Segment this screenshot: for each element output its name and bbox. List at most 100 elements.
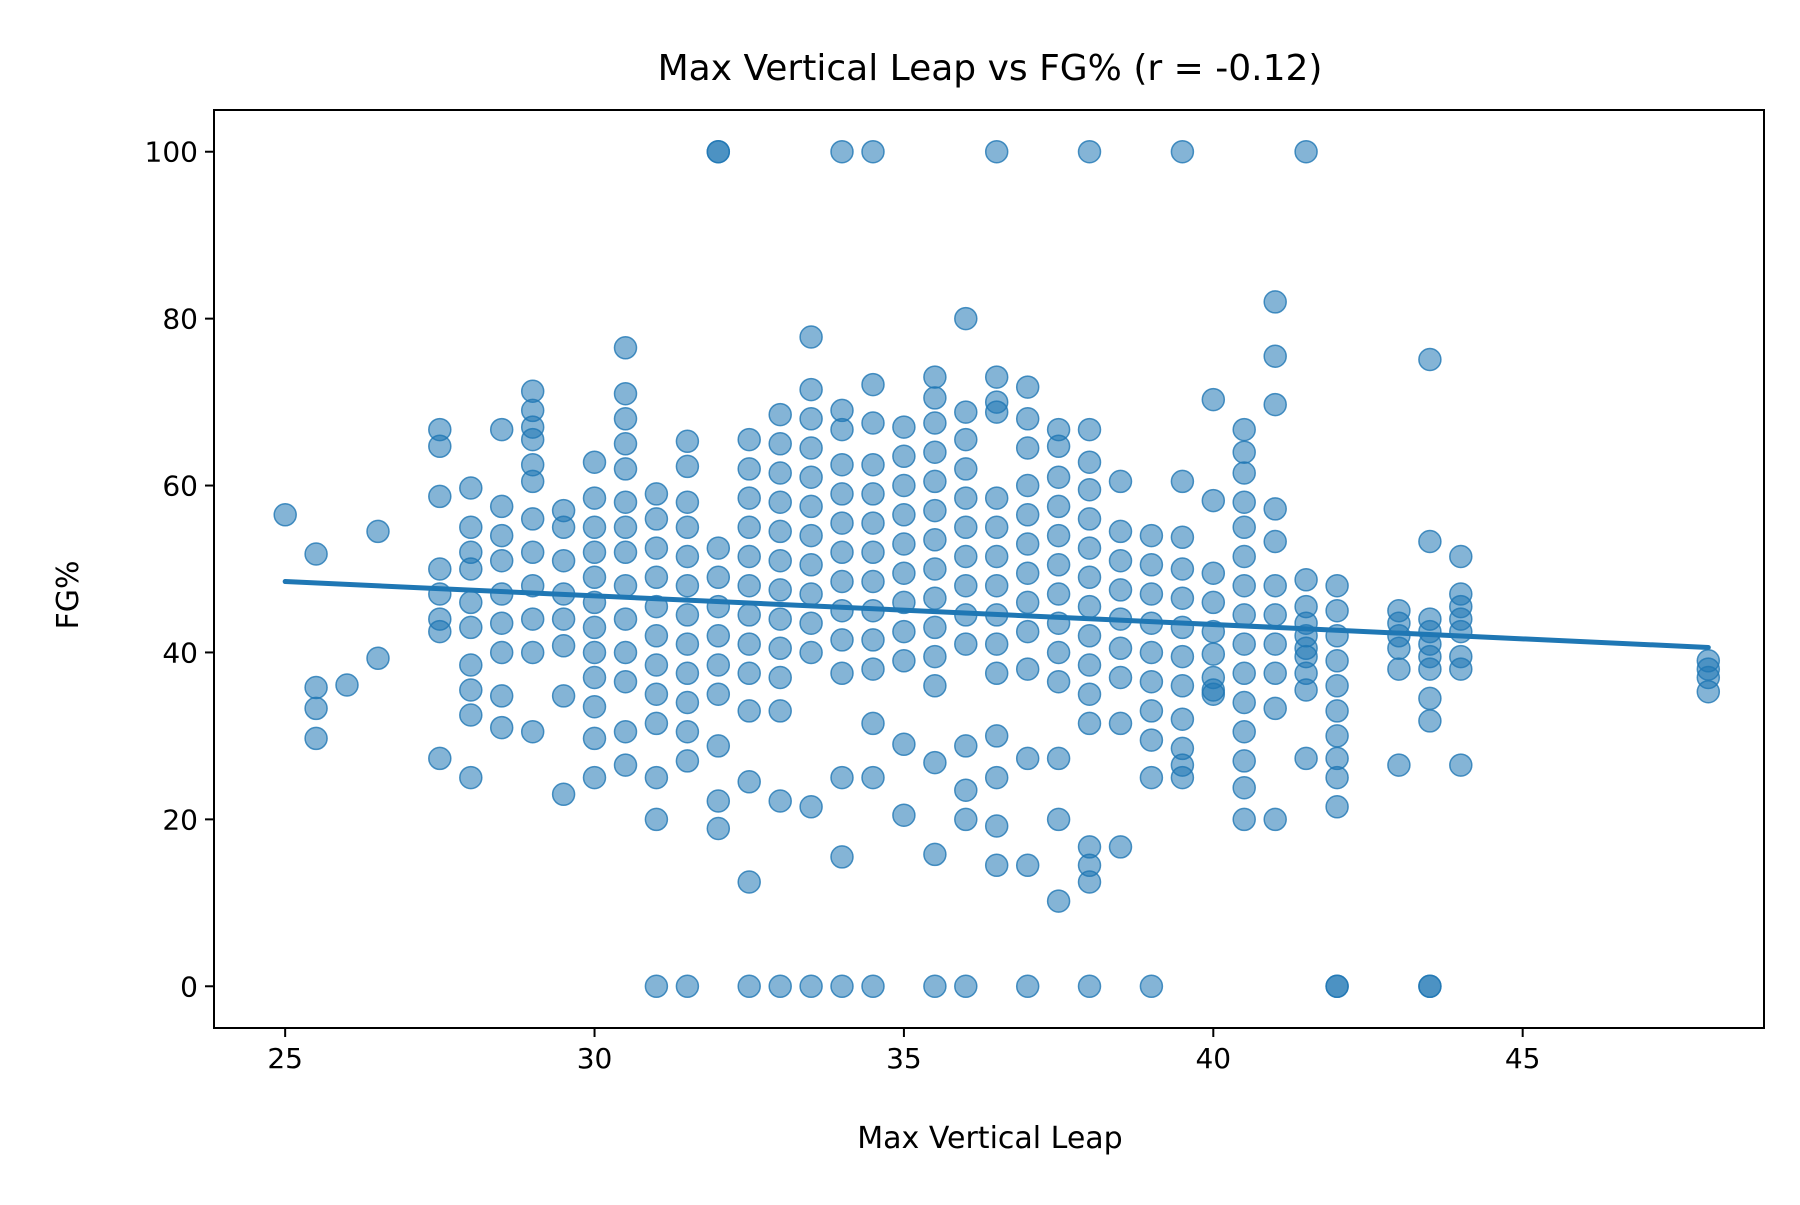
data-point	[1418, 686, 1442, 711]
data-point	[644, 565, 669, 590]
data-point	[1139, 553, 1164, 577]
data-point	[1263, 529, 1287, 554]
data-point	[1108, 835, 1133, 859]
data-point	[582, 565, 607, 590]
data-point	[1077, 477, 1102, 502]
x-tick-label: 30	[577, 1042, 613, 1075]
data-point	[582, 665, 607, 690]
data-point	[1139, 640, 1164, 665]
data-point	[1325, 674, 1349, 698]
data-point	[892, 444, 916, 469]
data-point	[923, 440, 947, 464]
data-point	[1232, 603, 1256, 627]
data-point	[954, 734, 978, 758]
data-point	[1232, 440, 1256, 464]
data-point	[551, 782, 576, 807]
data-point	[675, 515, 700, 540]
data-point	[706, 789, 731, 813]
data-point	[830, 139, 854, 164]
data-point	[923, 644, 947, 669]
data-point	[644, 807, 669, 832]
data-point	[923, 528, 947, 552]
x-tick-label: 40	[1195, 1042, 1231, 1075]
data-point	[1077, 536, 1102, 560]
data-point	[737, 515, 761, 540]
data-point	[644, 765, 669, 790]
data-point	[613, 669, 638, 694]
data-point	[644, 624, 669, 648]
data-point	[1387, 657, 1411, 681]
data-point	[459, 765, 483, 790]
data-point	[1449, 619, 1473, 644]
data-point	[644, 974, 669, 999]
data-point	[830, 765, 854, 790]
data-point	[489, 523, 514, 548]
data-point	[675, 429, 700, 454]
data-point	[892, 803, 916, 827]
data-point	[1263, 392, 1287, 417]
data-point	[923, 386, 947, 410]
data-point	[1232, 690, 1256, 715]
data-point	[1263, 344, 1287, 368]
data-point	[768, 490, 792, 514]
data-point	[768, 789, 792, 813]
data-point	[428, 619, 452, 644]
data-point	[1077, 594, 1102, 619]
data-point	[304, 726, 328, 751]
data-point	[861, 540, 885, 565]
data-point	[830, 628, 854, 652]
data-point	[984, 515, 1009, 540]
data-point	[861, 569, 885, 594]
data-point	[768, 402, 792, 427]
y-tick-label: 40	[162, 636, 198, 669]
data-point	[830, 569, 854, 594]
data-point	[861, 974, 885, 999]
data-point	[613, 573, 638, 598]
data-point	[459, 653, 483, 677]
data-point	[644, 507, 669, 531]
data-point	[1170, 525, 1195, 550]
data-point	[923, 974, 947, 999]
data-point	[737, 427, 761, 452]
data-point	[675, 719, 700, 744]
data-point	[830, 974, 854, 999]
data-point	[984, 814, 1009, 838]
data-point	[984, 365, 1009, 389]
chart-title: Max Vertical Leap vs FG% (r = -0.12)	[658, 48, 1323, 89]
data-point	[1232, 749, 1256, 773]
data-point	[675, 661, 700, 686]
data-point	[892, 732, 916, 757]
data-point	[1046, 434, 1071, 459]
data-point	[954, 632, 978, 656]
data-point	[984, 724, 1009, 748]
data-point	[644, 711, 669, 736]
data-point	[644, 682, 669, 706]
data-point	[304, 542, 328, 566]
data-point	[1170, 139, 1195, 164]
data-point	[582, 540, 607, 565]
data-point	[675, 690, 700, 715]
data-point	[1294, 568, 1318, 592]
data-point	[923, 469, 947, 494]
data-point	[830, 482, 854, 506]
data-point	[1418, 974, 1442, 999]
data-point	[861, 628, 885, 652]
data-point	[613, 640, 638, 665]
data-point	[459, 476, 483, 500]
data-point	[644, 653, 669, 677]
data-point	[1232, 490, 1256, 514]
data-point	[675, 974, 700, 999]
data-point	[335, 673, 359, 697]
data-point	[613, 490, 638, 514]
data-point	[830, 511, 854, 535]
data-point	[954, 457, 978, 481]
data-point	[1232, 661, 1256, 686]
plot-frame	[213, 109, 1765, 1029]
data-point	[1015, 473, 1040, 498]
data-point	[830, 452, 854, 477]
data-point	[551, 634, 576, 658]
data-point	[799, 553, 823, 577]
data-point	[1263, 632, 1287, 656]
y-tick-label: 80	[162, 303, 198, 336]
data-point	[1232, 775, 1256, 800]
